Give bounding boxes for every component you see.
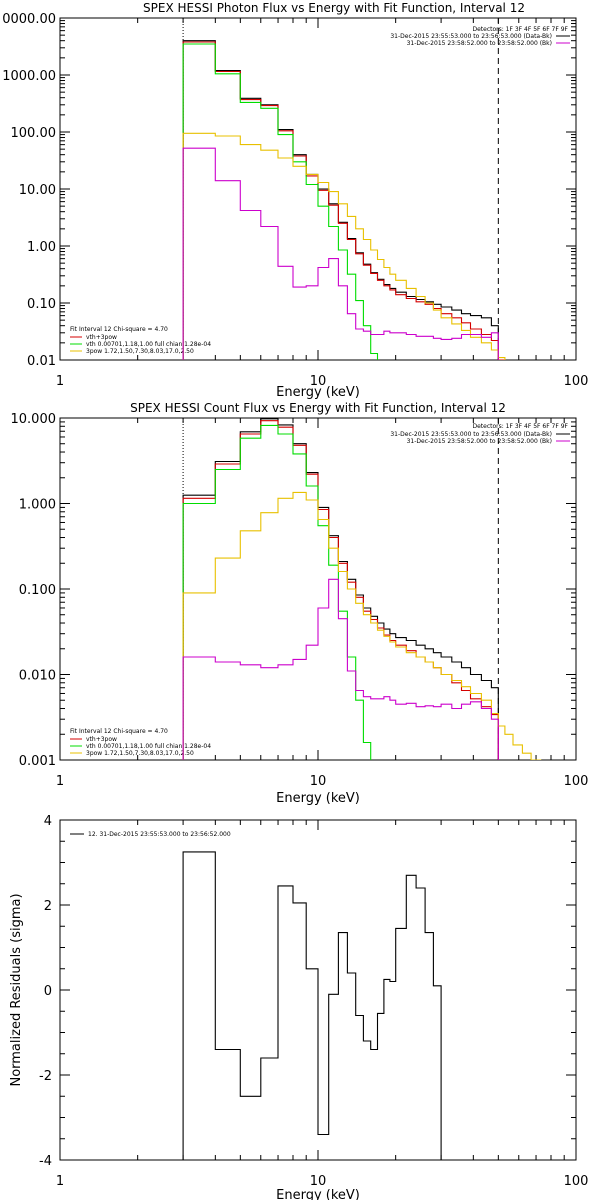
series-line-vth <box>182 43 379 360</box>
y-tick-label: -4 <box>39 1154 52 1169</box>
series-line-bk <box>182 578 499 760</box>
x-tick-label: 10 <box>310 1174 327 1189</box>
y-tick-label: 0.001 <box>19 754 56 769</box>
y-tick-label: 0000.00 <box>2 12 56 27</box>
x-tick-label: 10 <box>310 374 327 389</box>
y-tick-label: 0.10 <box>27 297 56 312</box>
y-tick-label: 10.00 <box>19 183 56 198</box>
series-layer <box>182 40 506 360</box>
time-legend-entry-bk: 31-Dec-2015 23:58:52.000 to 23:58:52.000… <box>407 438 552 445</box>
series-line-vth-3pow <box>182 41 506 360</box>
y-tick-label: 1.000 <box>19 498 56 513</box>
x-axis-label: Energy (keV) <box>276 385 360 400</box>
series-line-3pow <box>182 132 506 360</box>
y-tick-label: 1000.00 <box>2 69 56 84</box>
detectors-label: Detectors: 1F 3F 4F 5F 6F 7F 9F <box>472 26 568 33</box>
fit-legend-entry-yellow: 3pow 1.72,1.50,7.30,8.03,17.0,2.50 <box>86 750 194 757</box>
series-layer <box>182 418 542 760</box>
time-legend-entry-data: 31-Dec-2015 23:55:53.000 to 23:56:53.000… <box>390 33 552 40</box>
x-axis-label: Energy (keV) <box>276 791 360 806</box>
y-tick-label: 10.000 <box>11 412 57 427</box>
residuals-panel: 12. 31-Dec-2015 23:55:53.000 to 23:56:52… <box>9 814 588 1200</box>
y-tick-label: 2 <box>44 899 52 914</box>
y-tick-label: 0.100 <box>19 583 56 598</box>
fit-legend-entry-yellow: 3pow 1.72,1.50,7.30,8.03,17.0,2.50 <box>86 348 194 355</box>
fit-legend-entry-red: vth+3pow <box>86 334 117 341</box>
x-axis-label: Energy (keV) <box>276 1188 360 1200</box>
y-tick-label: -2 <box>39 1069 52 1084</box>
y-tick-label: 100.00 <box>11 126 57 141</box>
y-tick-label: 1.00 <box>27 240 56 255</box>
time-legend-entry-bk: 31-Dec-2015 23:58:52.000 to 23:58:52.000… <box>407 40 552 47</box>
y-axis-label: Normalized Residuals (sigma) <box>9 893 24 1086</box>
y-tick-label: 0.01 <box>27 354 56 369</box>
y-tick-label: 0 <box>44 984 52 999</box>
y-tick-label: 0.010 <box>19 669 56 684</box>
y-tick-label: 4 <box>44 814 52 829</box>
x-tick-label: 1 <box>56 774 64 789</box>
photon-flux-panel: SPEX HESSI Photon Flux vs Energy with Fi… <box>2 1 588 400</box>
count-flux-panel: SPEX HESSI Count Flux vs Energy with Fit… <box>11 401 589 806</box>
x-tick-label: 100 <box>564 774 589 789</box>
fit-legend-header: Fit Interval 12 Chi-square = 4.70 <box>70 326 168 333</box>
series-line-residuals <box>182 851 442 1160</box>
series-line-data-bk <box>182 40 506 360</box>
series-line-data-bk <box>182 418 499 760</box>
chart-title: SPEX HESSI Count Flux vs Energy with Fit… <box>130 401 506 415</box>
chart-title: SPEX HESSI Photon Flux vs Energy with Fi… <box>143 1 525 15</box>
fit-legend-entry-green: vth 0.00701,1.18,1.00 full chian 1.28e-0… <box>86 341 211 348</box>
x-tick-label: 1 <box>56 1174 64 1189</box>
fit-legend-header: Fit Interval 12 Chi-square = 4.70 <box>70 728 168 735</box>
time-legend-entry-data: 31-Dec-2015 23:55:53.000 to 23:56:53.000… <box>390 431 552 438</box>
x-tick-label: 1 <box>56 374 64 389</box>
fit-legend-entry-green: vth 0.00701,1.18,1.00 full chian 1.28e-0… <box>86 743 211 750</box>
detectors-label: Detectors: 1F 3F 4F 5F 6F 7F 9F <box>472 423 568 430</box>
fit-legend-entry-red: vth+3pow <box>86 736 117 743</box>
series-layer <box>182 851 442 1160</box>
series-line-3pow <box>182 491 542 760</box>
series-line-vth-3pow <box>182 420 499 760</box>
series-line-vth <box>182 424 372 760</box>
x-tick-label: 100 <box>564 374 589 389</box>
series-line-bk <box>182 147 499 360</box>
legend-entry: 12. 31-Dec-2015 23:55:53.000 to 23:56:52… <box>88 831 231 838</box>
x-tick-label: 100 <box>564 1174 589 1189</box>
x-tick-label: 10 <box>310 774 327 789</box>
